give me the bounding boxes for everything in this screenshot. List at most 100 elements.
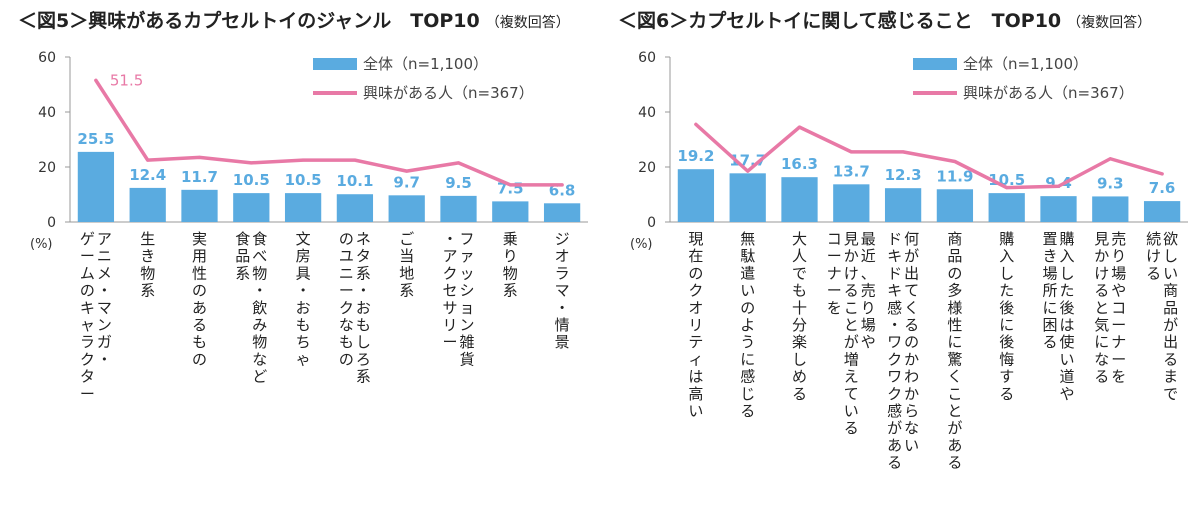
x-tick-char: 在 — [688, 247, 703, 265]
x-tick-char: 後 — [999, 299, 1014, 317]
x-tick-char: ・ — [296, 282, 311, 300]
x-tick-char: ー — [827, 282, 842, 300]
x-tick-char: ち — [296, 333, 311, 351]
line-point — [694, 122, 698, 126]
x-tick-char: 品 — [235, 247, 250, 265]
x-tick-char: な — [1094, 350, 1109, 368]
x-tick-label: 続ける — [1146, 230, 1161, 282]
x-tick-char: タ — [356, 247, 371, 265]
bar-value-label: 7.6 — [1149, 179, 1176, 197]
x-tick-char: ユ — [339, 247, 354, 265]
x-tick-char: ・ — [97, 350, 112, 368]
x-tick-char: 用 — [192, 247, 207, 265]
x-tick-char: け — [1094, 264, 1109, 282]
x-tick-char: る — [740, 402, 755, 420]
x-tick-label: 食べ物・飲み物など — [252, 230, 267, 386]
x-tick-char: 見 — [844, 230, 859, 248]
x-tick-char: の — [688, 264, 703, 282]
bar — [884, 188, 922, 222]
bar — [492, 201, 529, 222]
x-tick-char: を — [827, 299, 842, 317]
line-point — [249, 161, 253, 165]
x-tick-char: ク — [887, 350, 902, 368]
bar-value-label: 11.9 — [936, 167, 973, 185]
x-tick-char: 感 — [887, 299, 902, 317]
x-tick-char: リ — [688, 316, 703, 334]
x-tick-char: テ — [688, 333, 703, 351]
x-tick-char: が — [844, 333, 859, 351]
x-tick-char: い — [1059, 350, 1074, 368]
x-tick-char: く — [947, 368, 962, 386]
x-tick-char: か — [1094, 247, 1109, 265]
bar-value-label: 10.5 — [285, 171, 322, 189]
bar — [781, 177, 818, 222]
line-point — [953, 160, 957, 163]
x-tick-char: ご — [399, 230, 414, 248]
x-tick-label: 無駄遣いのように感じる — [740, 230, 755, 420]
chart-title-note: （複数回答） — [485, 15, 570, 31]
x-tick-char: 、 — [861, 264, 876, 282]
x-tick-label: アニメ・マンガ・ — [97, 230, 112, 368]
x-tick-char: が — [887, 419, 902, 437]
x-tick-char: 場 — [861, 316, 876, 334]
x-tick-char: 入 — [999, 247, 1014, 265]
x-tick-char: ア — [442, 247, 457, 265]
x-tick-char: 性 — [947, 316, 962, 334]
bar-value-label: 9.5 — [445, 174, 472, 192]
x-tick-char: 購 — [1059, 230, 1074, 248]
x-tick-char: ナ — [1111, 333, 1126, 351]
x-tick-char: 後 — [1059, 299, 1074, 317]
x-tick-char: も — [792, 282, 807, 300]
x-tick-char: 地 — [399, 264, 414, 282]
x-tick-label: 現在のクオリティは高い — [688, 230, 703, 420]
x-tick-char: や — [861, 333, 876, 351]
x-tick-char: マ — [555, 282, 570, 300]
x-tick-char: 場 — [1042, 264, 1057, 282]
x-tick-char: 高 — [688, 385, 703, 403]
line-point — [746, 169, 750, 173]
bar — [833, 184, 870, 222]
bar-value-label: 10.5 — [233, 171, 270, 189]
x-tick-char: わ — [904, 368, 919, 386]
x-tick-char: 驚 — [947, 350, 962, 368]
x-tick-char: き — [140, 247, 155, 265]
x-tick-label: 購入した後に後悔する — [999, 230, 1014, 403]
x-tick-char: マ — [97, 299, 112, 317]
legend-swatch-bar — [913, 58, 957, 70]
x-tick-char: は — [1059, 316, 1074, 334]
x-tick-char: 感 — [740, 368, 755, 386]
x-tick-char: み — [252, 316, 267, 334]
x-tick-char: の — [339, 350, 354, 368]
bar — [1040, 196, 1077, 222]
x-tick-char: て — [904, 282, 919, 300]
x-tick-char: 商 — [1163, 282, 1178, 300]
x-tick-char: る — [844, 282, 859, 300]
bar-value-label: 13.7 — [833, 162, 870, 180]
x-tick-char: る — [844, 419, 859, 437]
line-point — [849, 150, 853, 154]
x-tick-char: お — [296, 299, 311, 317]
bar-value-label: 19.2 — [677, 147, 714, 165]
x-tick-label: 商品の多様性に驚くことがある — [947, 230, 962, 472]
x-tick-label: のユニークなもの — [339, 230, 354, 368]
x-tick-char: も — [192, 333, 207, 351]
x-tick-char: 具 — [296, 264, 311, 282]
x-tick-char: 売 — [861, 282, 876, 300]
x-tick-char: 貨 — [459, 350, 474, 368]
x-tick-char: 系 — [356, 264, 371, 282]
bar — [543, 203, 581, 222]
x-tick-char: 乗 — [503, 230, 518, 248]
x-tick-char: に — [1042, 299, 1057, 317]
x-tick-char: で — [792, 264, 807, 282]
x-tick-char: 当 — [399, 247, 414, 265]
x-tick-char: い — [844, 402, 859, 420]
x-tick-label: ジオラマ・情景 — [555, 230, 570, 351]
x-tick-char: も — [296, 316, 311, 334]
x-tick-char: 駄 — [740, 247, 755, 265]
x-tick-char: ン — [459, 316, 474, 334]
x-tick-char: じ — [740, 385, 755, 403]
line-point — [901, 150, 905, 154]
bar-value-label: 11.7 — [181, 168, 218, 186]
x-tick-char: も — [339, 333, 354, 351]
x-tick-label: 乗り物系 — [503, 230, 518, 300]
